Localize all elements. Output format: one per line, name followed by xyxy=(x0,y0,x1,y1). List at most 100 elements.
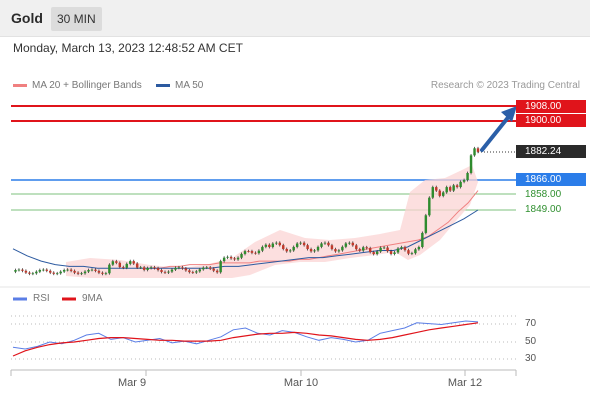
candle-body xyxy=(222,257,226,262)
candle-body xyxy=(229,256,233,259)
candle-body xyxy=(288,250,292,252)
candle-body xyxy=(313,250,316,252)
candle-body xyxy=(87,269,90,272)
candle-body xyxy=(445,187,448,193)
rsi-legend: RSI xyxy=(33,293,50,304)
candle-body xyxy=(205,267,208,269)
candle-body xyxy=(382,247,386,249)
candle-body xyxy=(337,250,341,252)
legend-ma50: MA 50 xyxy=(156,80,203,91)
candle-body xyxy=(125,263,128,268)
candle-body xyxy=(368,248,372,253)
candle-body xyxy=(271,243,275,248)
candle-body xyxy=(198,269,202,272)
candle-body xyxy=(334,249,337,252)
candle-body xyxy=(174,267,177,270)
candle-body xyxy=(226,256,229,258)
candle-body xyxy=(386,247,389,252)
candle-body xyxy=(428,197,431,216)
rsi-tick-30: 30 xyxy=(525,353,537,364)
bollinger-band xyxy=(66,165,478,278)
candle-body xyxy=(355,245,358,250)
candle-body xyxy=(62,269,66,272)
forecast-arrow-shaft xyxy=(480,113,512,152)
candle-body xyxy=(299,242,302,244)
ma50-line xyxy=(12,209,479,269)
rsi-lines xyxy=(12,320,479,357)
candle-body xyxy=(202,267,205,270)
candle-body xyxy=(320,243,323,247)
candle-body xyxy=(372,252,375,255)
rsi-tick-50: 50 xyxy=(525,336,537,347)
candle-body xyxy=(94,269,97,271)
ma50-swatch xyxy=(156,84,170,87)
timeframe-badge[interactable]: 30 MIN xyxy=(51,7,102,31)
candle-body xyxy=(233,258,236,260)
candle-body xyxy=(69,269,73,271)
candle-body xyxy=(282,245,285,249)
candle-body xyxy=(97,270,101,273)
candle-body xyxy=(306,245,309,250)
candle-body xyxy=(323,242,327,244)
candle-body xyxy=(358,249,361,251)
candle-body xyxy=(24,270,28,273)
candle-body xyxy=(146,268,149,270)
ma20-swatch xyxy=(13,84,27,87)
candle-body xyxy=(240,253,243,258)
candle-body xyxy=(104,273,108,275)
candle-body xyxy=(28,272,31,274)
support-3-tag: 1849.00 xyxy=(525,204,562,215)
candle-body xyxy=(156,268,160,271)
last-price-tag: 1882.24 xyxy=(516,145,586,158)
candle-body xyxy=(209,267,212,269)
support-2-tag: 1858.00 xyxy=(525,189,562,200)
candle-body xyxy=(122,267,125,268)
candle-body xyxy=(362,247,365,251)
rsi-ma-legend-label: 9MA xyxy=(82,293,103,304)
candle-body xyxy=(250,251,254,253)
candle-body xyxy=(212,268,215,271)
forecast-arrow-head xyxy=(501,106,517,122)
candle-body xyxy=(83,271,87,274)
candle-body xyxy=(139,267,142,269)
candle-body xyxy=(80,273,83,275)
candle-body xyxy=(73,270,76,273)
candle-body xyxy=(118,262,122,268)
candle-body xyxy=(188,270,191,273)
x-label-mar9: Mar 9 xyxy=(117,377,147,389)
rsi-line xyxy=(12,320,479,350)
candle-body xyxy=(393,252,396,255)
candle-body xyxy=(462,180,466,182)
candle-body xyxy=(90,269,94,271)
candle-body xyxy=(31,273,35,275)
x-label-mar12: Mar 12 xyxy=(447,377,483,389)
candle-body xyxy=(163,271,167,273)
candle-body xyxy=(55,273,59,275)
candle-body xyxy=(414,249,417,254)
candle-body xyxy=(275,242,278,244)
candle-body xyxy=(184,268,188,271)
candle-body xyxy=(351,242,355,246)
candle-body xyxy=(42,269,45,271)
rsi-ma-line xyxy=(12,322,479,357)
candle-body xyxy=(400,247,403,249)
instrument-title: Gold xyxy=(11,10,43,26)
header-bar: Gold 30 MIN xyxy=(0,0,590,37)
candle-body xyxy=(167,271,170,273)
candle-body xyxy=(247,251,250,252)
candle-body xyxy=(421,232,424,248)
candle-body xyxy=(348,242,351,244)
candle-body xyxy=(396,248,400,253)
candle-body xyxy=(344,243,348,247)
candle-body xyxy=(403,247,407,251)
candle-body xyxy=(424,215,428,233)
rsi-tick-70: 70 xyxy=(525,318,537,329)
pivot-tag: 1866.00 xyxy=(516,173,586,186)
candle-body xyxy=(264,244,268,247)
candle-body xyxy=(49,270,52,273)
candle-body xyxy=(177,267,181,269)
candle-body xyxy=(142,267,146,270)
ma50-legend-label: MA 50 xyxy=(175,80,204,91)
